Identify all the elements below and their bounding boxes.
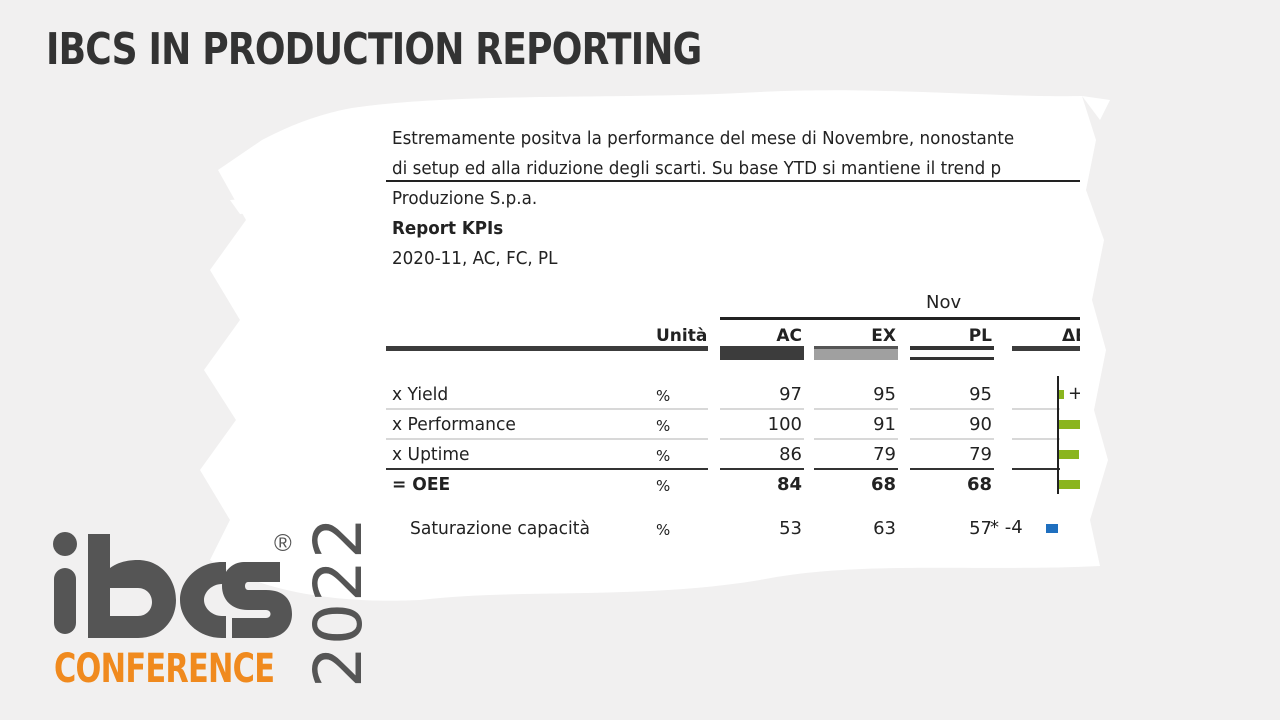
total-separator (1012, 468, 1060, 470)
row-ex-value: 79 (873, 444, 896, 465)
ex-scenario-bar (814, 346, 898, 360)
kpi-row: x Performance% 100 91 90 (386, 410, 1080, 440)
row-ac-value: 97 (779, 384, 802, 405)
period-rule (720, 317, 1080, 320)
header-rule-left (386, 346, 708, 351)
header-ac: AC (776, 326, 802, 346)
period-header: Nov (926, 292, 962, 313)
row-separator (814, 408, 898, 410)
header-ex: EX (871, 326, 896, 346)
slide-title: IBCS IN PRODUCTION REPORTING (46, 24, 702, 75)
row-separator (1012, 408, 1060, 410)
row-pl-value: 95 (969, 384, 992, 405)
header-delta: ΔE (1062, 326, 1080, 346)
row-ex-value: 68 (870, 474, 896, 495)
delta-bar (1058, 480, 1080, 489)
row-separator (1012, 438, 1060, 440)
pl-scenario-bar (910, 346, 994, 360)
header-pl: PL (968, 326, 992, 346)
header-rule-delta (1012, 346, 1080, 351)
delta-bar (1046, 524, 1058, 533)
row-separator (814, 438, 898, 440)
row-pl-value: 68 (966, 474, 992, 495)
total-separator (814, 468, 898, 470)
row-label: Saturazione capacità (410, 518, 590, 539)
row-separator (910, 438, 994, 440)
row-separator (720, 408, 804, 410)
total-separator (720, 468, 804, 470)
delta-bar (1058, 390, 1064, 399)
report-scope: 2020-11, AC, FC, PL (392, 248, 558, 269)
kpi-row: x Uptime% 86 79 79 (386, 440, 1080, 470)
conference-year: 2022 (300, 516, 377, 688)
row-pl-value: 90 (969, 414, 992, 435)
row-ex-value: 95 (873, 384, 896, 405)
row-unit: % (656, 417, 671, 435)
ac-scenario-bar (720, 346, 804, 360)
ibcs-logo (53, 532, 292, 638)
row-pl-value: 57 (969, 518, 992, 539)
header-unit: Unità (656, 326, 708, 346)
delta-label: + (1068, 383, 1080, 404)
total-separator (386, 468, 708, 470)
row-label: x Uptime (392, 444, 470, 465)
comment-line-1: Estremamente positva la performance del … (392, 128, 1015, 149)
row-ac-value: 86 (779, 444, 802, 465)
comment-line-2: di setup ed alla riduzione degli scarti.… (392, 158, 1002, 179)
row-ex-value: 91 (873, 414, 896, 435)
delta-axis (1057, 376, 1059, 494)
row-separator (720, 438, 804, 440)
comment-divider (386, 180, 1080, 182)
delta-label: * -4 (990, 517, 1023, 538)
conference-label: CONFERENCE (54, 646, 275, 692)
company-name: Produzione S.p.a. (392, 188, 538, 209)
row-unit: % (656, 387, 671, 405)
kpi-row: Saturazione capacità% 53 63 57 (386, 514, 1080, 544)
row-separator (386, 408, 708, 410)
row-ac-value: 84 (776, 474, 802, 495)
delta-bar (1058, 450, 1079, 459)
row-unit: % (656, 521, 671, 539)
kpi-report: Estremamente positva la performance del … (386, 124, 1080, 560)
row-label: = OEE (392, 474, 451, 495)
row-pl-value: 79 (969, 444, 992, 465)
row-ex-value: 63 (873, 518, 896, 539)
row-ac-value: 53 (779, 518, 802, 539)
row-label: x Performance (392, 414, 516, 435)
row-unit: % (656, 447, 671, 465)
total-separator (910, 468, 994, 470)
row-separator (910, 408, 994, 410)
delta-bar (1058, 420, 1080, 429)
row-unit: % (656, 477, 671, 495)
row-ac-value: 100 (767, 414, 802, 435)
row-label: x Yield (392, 384, 449, 405)
report-title: Report KPIs (392, 218, 504, 239)
row-separator (386, 438, 708, 440)
kpi-row: = OEE% 84 68 68 (386, 470, 1080, 500)
registered-mark: ® (274, 530, 292, 557)
kpi-row: x Yield% 97 95 95 (386, 380, 1080, 410)
